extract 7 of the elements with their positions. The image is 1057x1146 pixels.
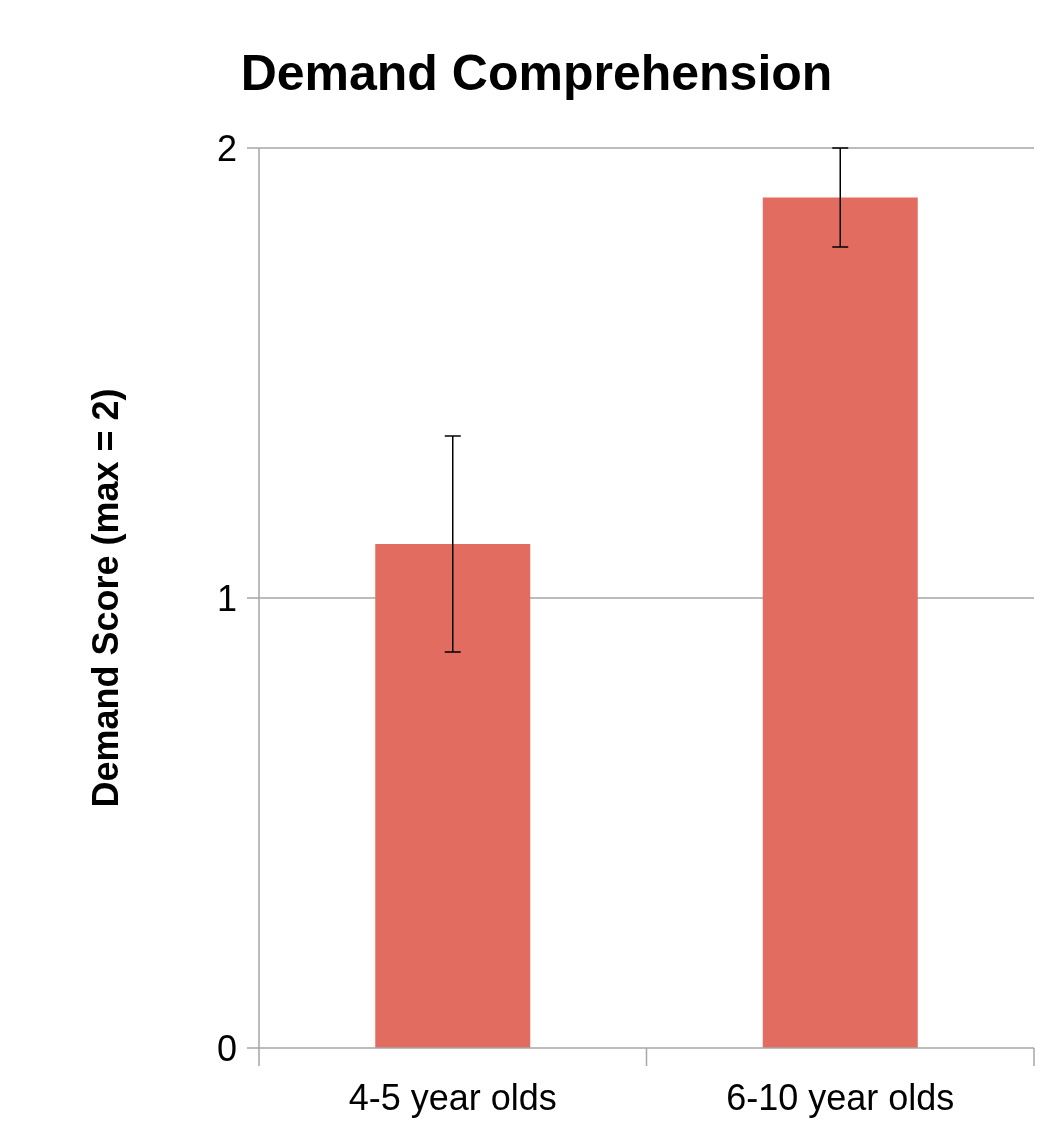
x-tick-label: 6-10 year olds	[726, 1077, 955, 1118]
y-tick-label: 2	[216, 127, 237, 169]
y-tick-label: 1	[216, 577, 237, 619]
x-tick-label: 4-5 year olds	[348, 1077, 557, 1118]
y-axis-title: Demand Score (max = 2)	[85, 388, 126, 808]
chart-title: Demand Comprehension	[240, 45, 833, 101]
y-tick-label: 0	[216, 1027, 237, 1069]
